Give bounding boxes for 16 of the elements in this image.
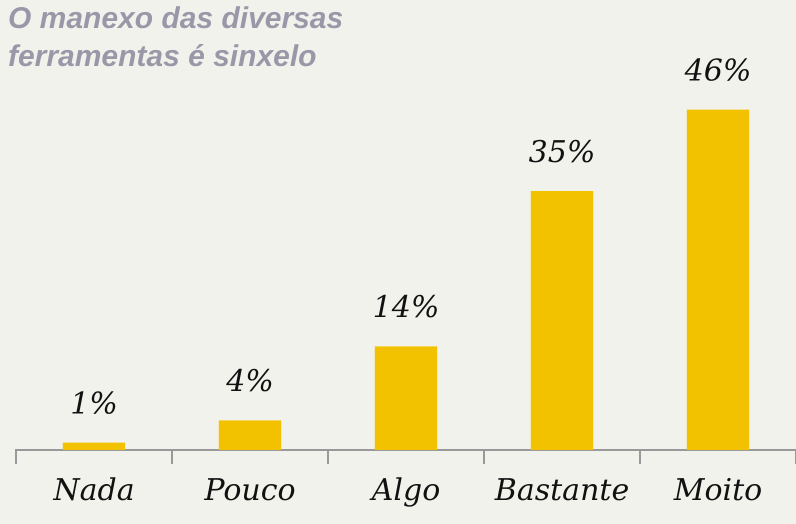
x-tick-label: Nada <box>52 472 135 508</box>
data-label: 46% <box>684 53 752 88</box>
chart-title: O manexo das diversas ferramentas é sinxelo <box>8 1 344 75</box>
bar <box>686 110 750 450</box>
x-tick-label: Pouco <box>203 472 296 508</box>
x-tick-label: Algo <box>368 472 440 508</box>
x-tick-label: Moito <box>672 472 762 508</box>
x-tick-label: Bastante <box>494 472 630 508</box>
bar <box>530 191 594 450</box>
bar <box>62 442 126 450</box>
data-label: 4% <box>225 364 274 400</box>
data-label: 14% <box>372 290 440 326</box>
bar <box>218 420 282 450</box>
data-label: 1% <box>70 386 118 422</box>
data-label: 35% <box>528 134 596 170</box>
bar <box>374 346 438 450</box>
